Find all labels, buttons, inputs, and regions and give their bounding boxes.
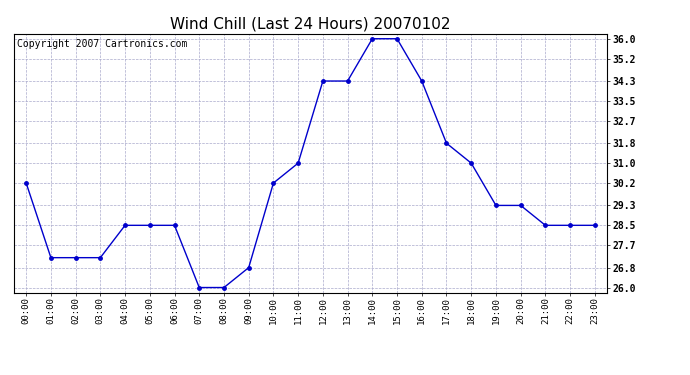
Text: Copyright 2007 Cartronics.com: Copyright 2007 Cartronics.com [17, 39, 187, 49]
Title: Wind Chill (Last 24 Hours) 20070102: Wind Chill (Last 24 Hours) 20070102 [170, 16, 451, 31]
